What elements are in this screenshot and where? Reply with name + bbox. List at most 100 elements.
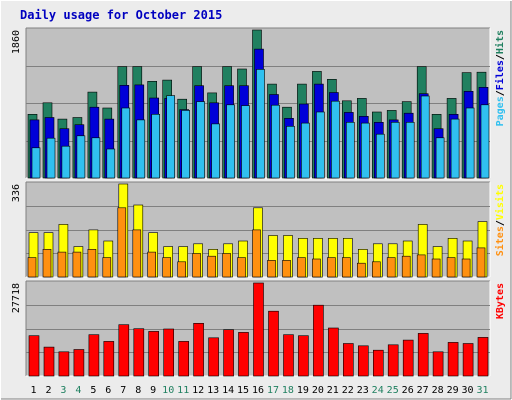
bar-pages	[211, 123, 220, 179]
bar-kbytes	[372, 349, 384, 377]
bar-sites	[386, 257, 396, 278]
panel-kbytes-max-label: 27718	[11, 283, 22, 313]
day-axis: 1 2 3 4 5 6 7 8 9 10 11 12 13 14 15 16 17 18 19 20 21 22 23 24 2…	[30, 385, 488, 396]
legend-item: Sites	[494, 226, 506, 256]
bar-kbytes	[283, 334, 294, 377]
bar-kbytes	[238, 332, 249, 377]
bar-sites	[327, 257, 336, 278]
day-label: 22	[342, 385, 354, 396]
bar-sites	[117, 207, 127, 278]
bar-pages	[256, 69, 265, 179]
bar-pages	[316, 111, 325, 179]
bar-sites	[177, 261, 186, 278]
day-label: 1	[30, 385, 36, 396]
series-pages	[31, 69, 490, 179]
day-label: 12	[192, 385, 204, 396]
panel-hits: 1860 Pages/Files/Hits	[11, 27, 506, 179]
day-label: 10	[162, 385, 174, 396]
panel-visits-legend: Sites/Visits	[494, 184, 506, 256]
bar-kbytes	[178, 341, 189, 377]
bar-sites	[42, 249, 52, 278]
bar-pages	[61, 145, 71, 179]
bar-sites	[162, 257, 171, 278]
day-label: 6	[105, 385, 111, 396]
bar-sites	[371, 261, 381, 278]
legend-item: /	[495, 90, 506, 96]
bar-pages	[181, 110, 190, 179]
bar-pages	[375, 133, 385, 179]
day-label: 15	[237, 385, 249, 396]
bar-sites	[431, 258, 441, 278]
day-label: 23	[357, 385, 369, 396]
day-label: 8	[135, 385, 141, 396]
bar-pages	[435, 137, 445, 179]
bar-kbytes	[253, 282, 264, 377]
bar-kbytes	[313, 304, 324, 377]
bar-sites	[416, 254, 426, 278]
bar-pages	[121, 107, 131, 179]
panel-hits-legend: Pages/Files/Hits	[494, 30, 506, 126]
bar-pages	[360, 122, 370, 179]
bar-sites	[132, 229, 142, 278]
day-label: 17	[267, 385, 279, 396]
bar-kbytes	[208, 337, 219, 377]
bar-pages	[91, 137, 101, 179]
bar-kbytes	[447, 342, 459, 377]
bar-kbytes	[268, 310, 279, 377]
day-label: 7	[120, 385, 126, 396]
bar-kbytes	[133, 328, 145, 377]
bar-kbytes	[357, 345, 369, 377]
bar-kbytes	[223, 329, 234, 377]
day-label: 3	[60, 385, 66, 396]
bar-pages	[76, 135, 86, 179]
day-label: 31	[476, 385, 488, 396]
bar-sites	[476, 247, 486, 278]
legend-item: Visits	[494, 184, 506, 220]
bar-pages	[301, 122, 310, 179]
bar-pages	[166, 95, 175, 179]
bar-pages	[286, 126, 295, 179]
panel-kbytes: 27718 KBytes	[11, 280, 506, 377]
chart-panels: 1860Pages/Files/Hits336Sites/Visits27718…	[11, 27, 506, 377]
bar-kbytes	[328, 327, 339, 377]
bar-sites	[297, 257, 306, 278]
bar-kbytes	[298, 335, 309, 377]
bar-kbytes	[432, 351, 444, 377]
bar-pages	[420, 95, 430, 179]
bar-sites	[356, 262, 366, 278]
chart-title: Daily usage for October 2015	[20, 8, 222, 22]
bar-sites	[341, 257, 351, 278]
panel-hits-max-label: 1860	[11, 30, 22, 54]
bar-kbytes	[88, 334, 100, 377]
legend-item: Files	[494, 60, 506, 90]
bar-sites	[72, 251, 82, 278]
bar-pages	[390, 122, 400, 179]
bar-sites	[57, 251, 67, 278]
bar-kbytes	[193, 322, 204, 377]
bar-sites	[401, 255, 411, 278]
series-kbytes	[28, 282, 489, 377]
bar-sites	[461, 258, 471, 278]
bar-pages	[241, 105, 250, 179]
bar-kbytes	[43, 346, 55, 377]
bar-sites	[87, 249, 97, 278]
series-sites	[27, 207, 486, 278]
bar-pages	[196, 101, 205, 179]
bar-kbytes	[103, 341, 115, 377]
bar-kbytes	[148, 331, 159, 377]
bar-sites	[192, 253, 201, 278]
panel-visits: 336 Sites/Visits	[11, 181, 506, 278]
bar-kbytes	[28, 335, 40, 377]
day-label: 27	[417, 385, 429, 396]
legend-item: /	[495, 54, 506, 60]
bar-kbytes	[118, 324, 130, 377]
day-label: 16	[252, 385, 264, 396]
legend-item: KBytes	[495, 283, 506, 319]
panel-kbytes-legend: KBytes	[495, 283, 506, 319]
day-label: 26	[402, 385, 414, 396]
day-label: 11	[177, 385, 189, 396]
day-label: 5	[90, 385, 96, 396]
bar-sites	[27, 257, 37, 278]
legend-item: /	[495, 220, 506, 226]
